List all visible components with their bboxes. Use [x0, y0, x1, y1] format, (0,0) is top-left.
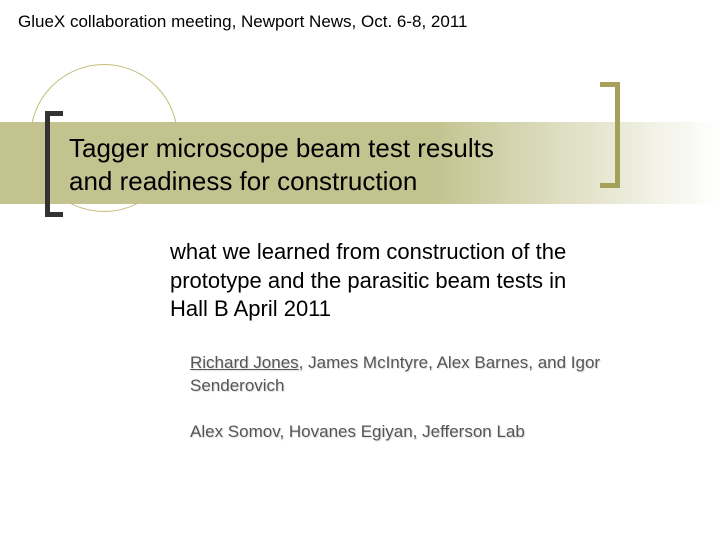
meeting-header: GlueX collaboration meeting, Newport New…	[18, 12, 467, 32]
lead-author: Richard Jones	[190, 353, 299, 372]
slide-subtitle: what we learned from construction of the…	[170, 238, 600, 324]
right-bracket	[600, 82, 620, 188]
coauthors-line2: Alex Somov, Hovanes Egiyan, Jefferson La…	[190, 422, 525, 441]
authors-block: Richard Jones, James McIntyre, Alex Barn…	[190, 352, 610, 444]
left-bracket	[45, 111, 63, 217]
slide-title: Tagger microscope beam test results and …	[69, 132, 539, 197]
